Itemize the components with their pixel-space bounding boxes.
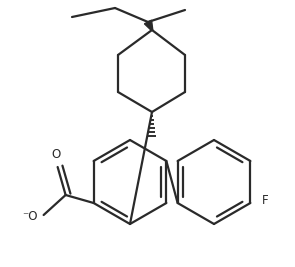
Text: F: F <box>262 194 269 206</box>
Text: ⁻O: ⁻O <box>22 210 37 223</box>
Text: O: O <box>51 148 60 161</box>
Polygon shape <box>145 20 153 30</box>
